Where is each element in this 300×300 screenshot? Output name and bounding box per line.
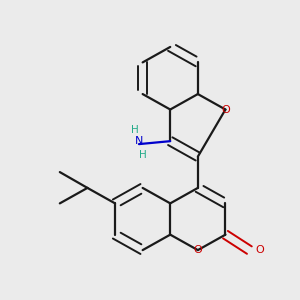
Text: N: N: [135, 136, 143, 146]
Text: H: H: [139, 150, 146, 160]
Text: O: O: [194, 245, 202, 255]
Text: O: O: [255, 245, 264, 255]
Text: O: O: [221, 104, 230, 115]
Text: H: H: [131, 125, 138, 135]
